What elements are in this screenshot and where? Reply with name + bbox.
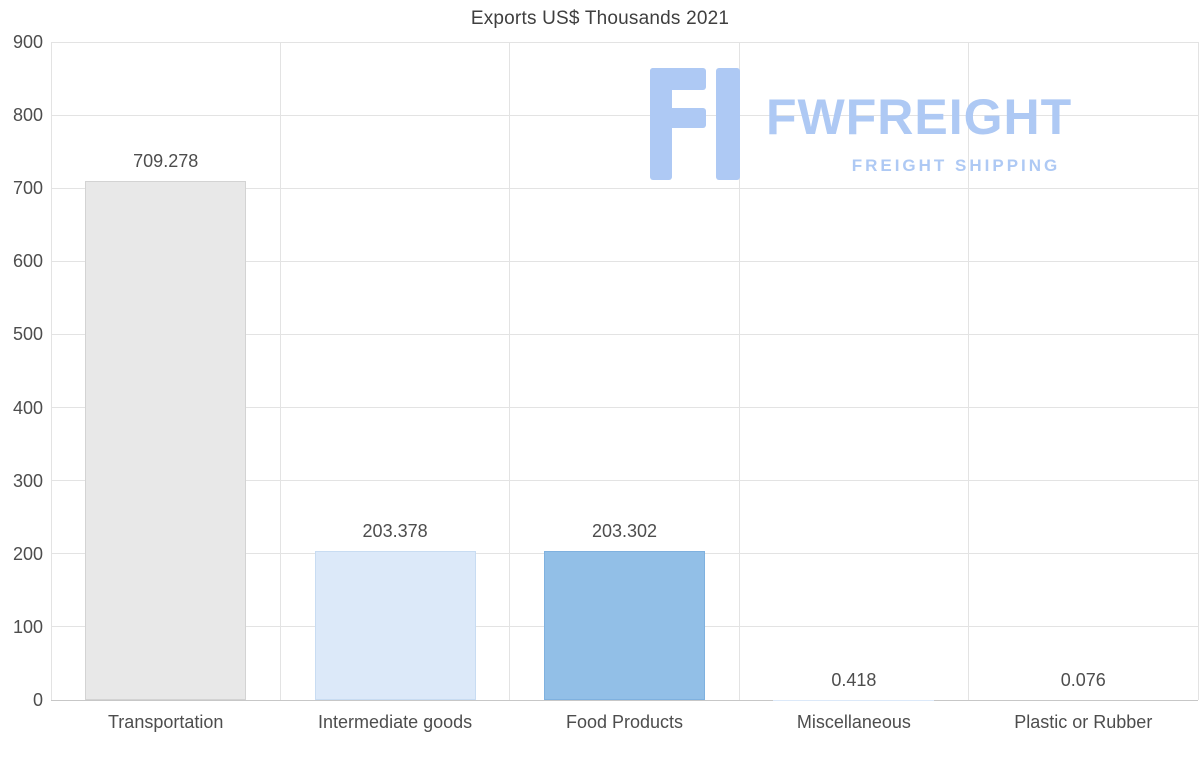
bar-value-label: 709.278: [133, 151, 199, 172]
x-category-label: Food Products: [565, 712, 684, 732]
logo-tagline-text: FREIGHT SHIPPING: [851, 156, 1061, 175]
y-tick-label: 600: [12, 251, 43, 272]
y-tick-label: 300: [12, 470, 43, 491]
chart-title: Exports US$ Thousands 2021: [470, 8, 730, 29]
y-tick-label: 700: [12, 178, 43, 199]
y-tick-label: 100: [12, 616, 43, 637]
gridline-h: [51, 407, 1198, 409]
bar-value-label: 203.302: [591, 521, 658, 542]
gridline-v: [50, 42, 52, 700]
y-tick-label: 900: [12, 32, 43, 52]
gridline-v: [279, 42, 281, 700]
x-category-label: Miscellaneous: [796, 712, 911, 732]
gridline-h: [51, 480, 1198, 482]
bar: [314, 551, 476, 700]
x-category-label: Intermediate goods: [318, 712, 473, 732]
logo-brand-text: FWFREIGHT: [766, 89, 1073, 145]
x-category-label: Transportation: [107, 712, 224, 732]
gridline-v: [968, 42, 970, 700]
gridline-h: [51, 333, 1198, 335]
gridline-v: [1197, 42, 1199, 700]
bar-value-label: 0.418: [831, 669, 877, 690]
bar: [544, 551, 705, 700]
bar: [85, 181, 247, 700]
y-tick-label: 200: [12, 543, 43, 564]
bar-value-label: 203.378: [362, 521, 428, 542]
logo-f-icon: [650, 68, 740, 180]
y-tick-label: 500: [12, 324, 43, 345]
bar-value-label: 0.076: [1060, 669, 1106, 690]
gridline-h: [51, 187, 1198, 189]
y-tick-label: 0: [32, 690, 43, 710]
gridline-v: [738, 42, 740, 700]
gridline-h: [51, 260, 1198, 262]
y-tick-label: 800: [12, 105, 43, 126]
y-tick-label: 400: [12, 397, 43, 418]
gridline-h: [51, 114, 1198, 116]
gridline-h: [51, 41, 1198, 43]
gridline-v: [509, 42, 511, 700]
gridline-h: [51, 699, 1198, 701]
watermark-logo: FWFREIGHT FREIGHT SHIPPING: [650, 68, 1146, 180]
x-category-label: Plastic or Rubber: [1014, 712, 1153, 732]
logo-text-block: FWFREIGHT FREIGHT SHIPPING: [766, 68, 1146, 176]
